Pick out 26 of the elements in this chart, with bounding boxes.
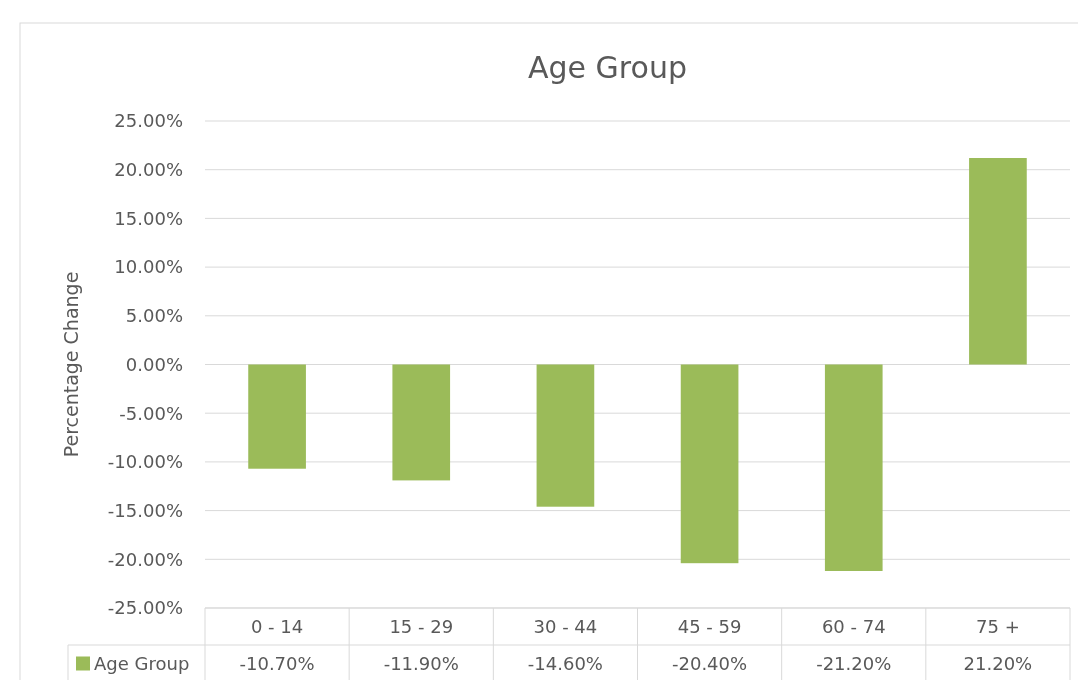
y-tick-label: 20.00% — [114, 159, 183, 180]
x-tick-label: 30 - 44 — [533, 615, 598, 637]
legend-label: Age Group — [94, 652, 190, 674]
chart-title: Age Group — [528, 50, 687, 85]
y-tick-label: 5.00% — [125, 305, 183, 327]
y-tick-label: -15.00% — [107, 499, 183, 521]
data-label: -11.90% — [383, 652, 459, 674]
data-label: -21.20% — [816, 652, 892, 674]
y-tick-label: -5.00% — [119, 402, 183, 424]
data-label: -14.60% — [527, 652, 603, 674]
data-label: 21.20% — [963, 652, 1033, 674]
y-tick-label: -25.00% — [107, 597, 183, 619]
y-tick-label: 25.00% — [114, 110, 183, 132]
y-axis-title: Percentage Change — [60, 271, 82, 458]
y-tick-label: 10.00% — [114, 256, 183, 278]
y-tick-label: -20.00% — [107, 548, 183, 570]
y-tick-label: 0.00% — [125, 353, 183, 375]
x-tick-label: 75 + — [976, 615, 1020, 637]
data-label: -10.70% — [239, 652, 315, 674]
x-tick-label: 45 - 59 — [677, 615, 742, 637]
y-tick-label: -10.00% — [107, 451, 183, 473]
x-tick-label: 15 - 29 — [389, 615, 454, 637]
x-tick-label: 60 - 74 — [821, 615, 886, 637]
y-tick-label: 15.00% — [114, 207, 183, 229]
x-tick-label: 0 - 14 — [250, 615, 304, 637]
data-label: -20.40% — [672, 652, 748, 674]
